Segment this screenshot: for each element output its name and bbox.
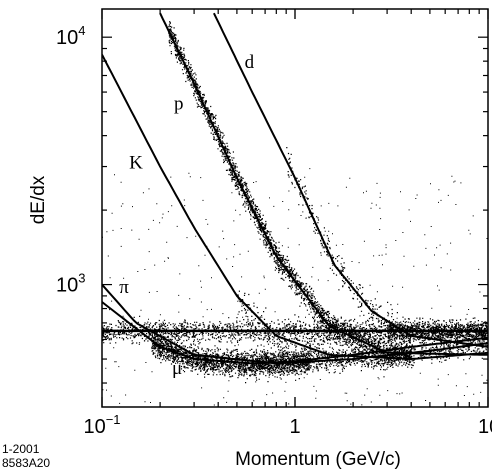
- y-tick-label: 103: [56, 271, 85, 297]
- curve-π: [102, 283, 488, 365]
- footer-date: 1-2001: [2, 442, 40, 456]
- scatter-points: [102, 21, 488, 406]
- scatter-dots: [102, 21, 488, 406]
- x-tick-label: 10−1: [83, 412, 120, 438]
- curve-label-e: e: [101, 322, 109, 343]
- x-axis-title: Momentum (GeV/c): [235, 449, 401, 470]
- footer-code: 8583A20: [2, 456, 50, 470]
- tick-labels: 10−1 1 10 103 104: [56, 23, 492, 438]
- axis-ticks: [101, 9, 489, 407]
- curve-labels: d p Kπ e μ: [101, 52, 255, 379]
- curve-label-π: π: [119, 277, 129, 298]
- curve-μ: [102, 301, 488, 365]
- curve-d: [213, 12, 488, 348]
- curve-label-K: K: [129, 152, 143, 173]
- curve-label-p: p: [174, 94, 184, 115]
- y-axis-title: dE/dx: [28, 175, 49, 224]
- curve-label-μ: μ: [172, 358, 182, 379]
- band-curves: [102, 12, 488, 365]
- curve-K: [102, 54, 488, 361]
- y-tick-label: 104: [56, 23, 85, 49]
- x-tick-label: 10: [478, 416, 492, 438]
- x-tick-label: 1: [289, 416, 300, 438]
- curve-p: [159, 12, 488, 356]
- curve-label-d: d: [245, 52, 255, 73]
